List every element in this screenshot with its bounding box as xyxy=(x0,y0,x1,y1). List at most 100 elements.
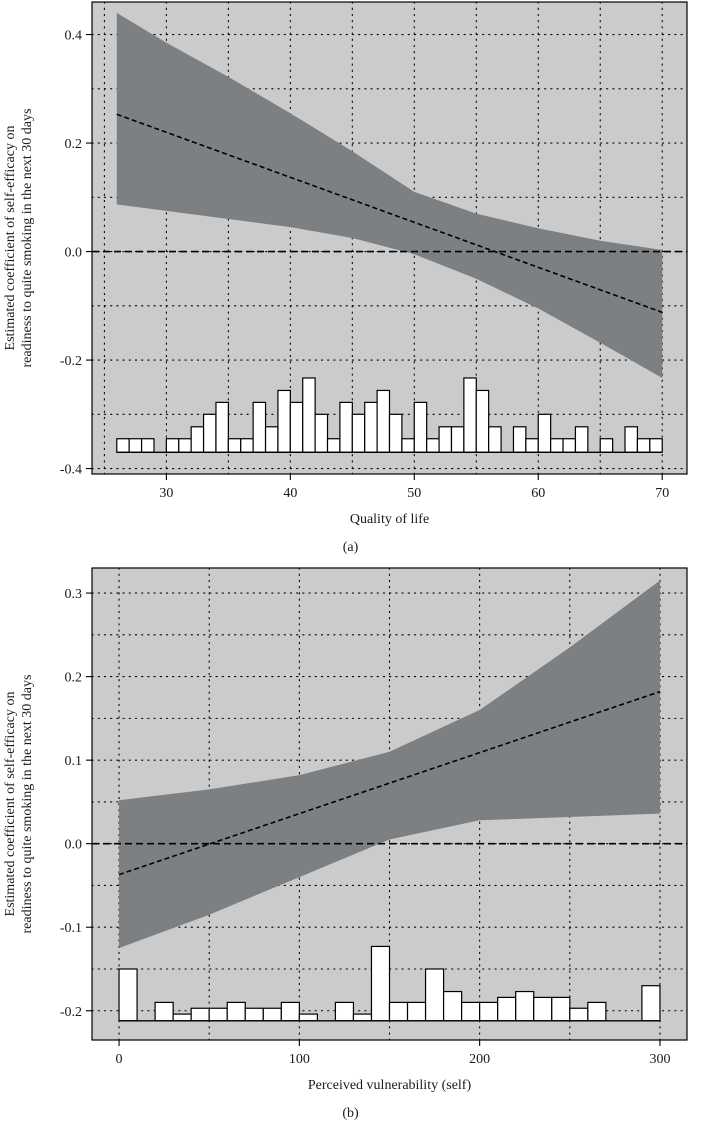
rug-bar xyxy=(461,1001,481,1022)
rug-bar xyxy=(128,438,143,453)
rug-bar xyxy=(364,401,378,453)
estimate-line xyxy=(116,113,663,314)
rug-bar xyxy=(172,1013,192,1022)
rug-bar xyxy=(479,1001,499,1022)
rug-bar xyxy=(289,401,304,453)
rug-bar xyxy=(599,438,614,453)
rug-bar xyxy=(302,377,316,453)
x-tick-label: 200 xyxy=(469,1052,490,1067)
x-tick-label: 30 xyxy=(159,486,173,501)
rug-bar xyxy=(352,1013,373,1022)
y-tick-label: 0.0 xyxy=(65,838,83,853)
y-axis-label-line: Estimated coefficient of self-efficacy o… xyxy=(3,692,18,917)
rug-bar xyxy=(190,426,205,453)
rug-bar xyxy=(388,1001,409,1022)
rug-bar xyxy=(497,996,517,1022)
y-tick-label: 0.0 xyxy=(65,246,83,261)
plot-frame xyxy=(91,567,688,1041)
y-tick-label: -0.4 xyxy=(60,463,82,478)
rug-bar xyxy=(165,438,180,453)
y-axis-label: Estimated coefficient of self-efficacy o… xyxy=(3,675,35,934)
rug-bar xyxy=(562,438,577,453)
rug-bar xyxy=(280,1001,300,1022)
x-tick-label: 70 xyxy=(655,486,669,501)
rug-bar xyxy=(178,438,192,453)
rug-bar xyxy=(190,1007,210,1022)
y-tick-label: 0.2 xyxy=(65,137,83,152)
rug-bar xyxy=(424,968,445,1022)
rug-bar xyxy=(533,996,553,1022)
rug-bar xyxy=(388,413,403,453)
rug-bar xyxy=(463,377,477,453)
panel-a: 30 40 50 60 70 -0.4 -0.2 0.0 0.2 0.4 Quality of li… xyxy=(3,1,688,555)
rug-bar xyxy=(442,990,463,1022)
x-axis-label: Quality of life xyxy=(350,512,429,527)
panel-a-label: (a) xyxy=(342,540,359,555)
y-tick-label: 0.4 xyxy=(65,29,83,44)
y-tick-label: 0.3 xyxy=(65,587,83,602)
rug-bar xyxy=(587,1001,607,1022)
y-tick-label: -0.2 xyxy=(60,354,82,369)
rug-bar xyxy=(326,438,341,453)
x-tick-label: 50 xyxy=(407,486,421,501)
estimate-line xyxy=(118,690,661,876)
rug-bar xyxy=(401,438,415,453)
rug-bar xyxy=(426,438,440,453)
rug-bar xyxy=(641,985,661,1022)
panel-b: 0 100 200 300 -0.2 -0.1 0.0 0.1 0.2 0.3 Perceived … xyxy=(0,566,701,1132)
rug-bar xyxy=(515,990,535,1022)
x-tick-label: 300 xyxy=(649,1052,670,1067)
rug-bar xyxy=(334,1001,355,1022)
rug-bar xyxy=(240,438,254,453)
rug-bar xyxy=(450,426,465,453)
rug-bar xyxy=(550,438,564,453)
x-tick-label: 100 xyxy=(289,1052,310,1067)
x-tick-label: 60 xyxy=(531,486,545,501)
y-axis-label: Estimated coefficient of self-efficacy o… xyxy=(3,109,35,368)
rug-bar xyxy=(215,401,229,453)
rug-bar xyxy=(574,426,589,453)
rug-bar xyxy=(226,1001,246,1022)
rug-bar xyxy=(140,438,155,453)
chart-a: 30 40 50 60 70 -0.4 -0.2 0.0 0.2 0.4 Quality of li… xyxy=(3,1,688,527)
rug-bar xyxy=(154,1001,174,1022)
rug-bar xyxy=(116,438,130,453)
x-tick-label: 40 xyxy=(283,486,297,501)
rug-bar xyxy=(636,438,651,453)
rug-bar xyxy=(314,413,329,453)
confidence-band xyxy=(119,580,660,949)
rug-bar xyxy=(569,1007,589,1022)
panel-b-label: (b) xyxy=(342,1106,359,1121)
rug-bar xyxy=(537,413,552,453)
y-axis-label-line: readiness to quite smoking in the next 3… xyxy=(20,109,35,368)
rug-bar xyxy=(202,413,217,453)
rug-bar xyxy=(551,996,571,1022)
rug-bar xyxy=(118,968,138,1022)
rug-bar xyxy=(298,1013,318,1022)
chart-b: 0 100 200 300 -0.2 -0.1 0.0 0.1 0.2 0.3 Perceived … xyxy=(3,567,688,1093)
rug-bar xyxy=(649,438,663,453)
rug-bar xyxy=(624,426,639,453)
rug-bar xyxy=(208,1007,228,1022)
rug-bar xyxy=(227,438,242,453)
rug-bar xyxy=(252,401,267,453)
y-axis-label-line: readiness to quite smoking in the next 3… xyxy=(20,675,35,934)
rug-bar xyxy=(244,1007,264,1022)
rug-bar xyxy=(339,401,353,453)
y-axis-label-line: Estimated coefficient of self-efficacy o… xyxy=(3,126,18,351)
rug-histogram xyxy=(116,377,663,453)
rug-bar xyxy=(512,426,527,453)
x-axis-label: Perceived vulnerability (self) xyxy=(308,1078,472,1093)
y-tick-label: 0.1 xyxy=(65,754,83,769)
y-tick-label: -0.2 xyxy=(60,1005,82,1020)
rug-bar xyxy=(262,1007,282,1022)
rug-bar xyxy=(413,401,428,453)
rug-bar xyxy=(488,426,502,453)
rug-bar xyxy=(525,438,539,453)
rug-histogram xyxy=(118,945,661,1022)
rug-bar xyxy=(277,389,291,453)
y-tick-label: -0.1 xyxy=(60,921,82,936)
y-tick-label: 0.2 xyxy=(65,671,83,686)
confidence-band xyxy=(116,12,663,378)
x-tick-label: 0 xyxy=(116,1052,123,1067)
